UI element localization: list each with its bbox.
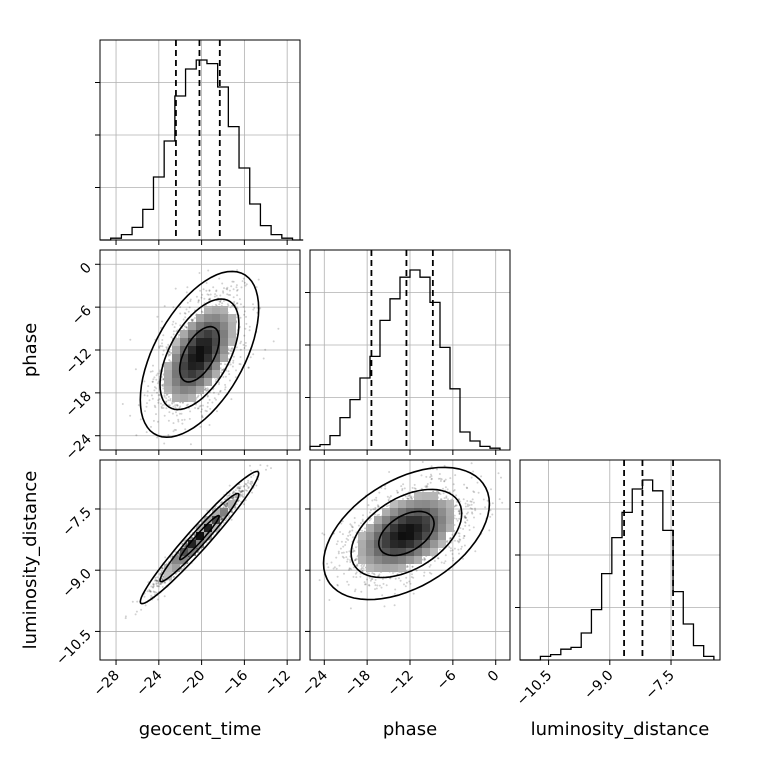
- marginal-panel-geocent_time: [95, 39, 304, 245]
- panel-frame: [99, 39, 301, 241]
- x-tick-label: −20: [176, 668, 208, 700]
- x-tick-label: −6: [434, 667, 460, 693]
- y-tick-label: −7.5: [59, 504, 94, 539]
- x-tick-label: −7.5: [642, 668, 677, 703]
- contour-39%: [178, 514, 221, 561]
- histogram-luminosity_distance: [520, 479, 715, 661]
- x-tick-label: −18: [342, 668, 374, 700]
- contour-86%: [159, 492, 240, 583]
- y-tick-label: −9.0: [59, 566, 94, 601]
- x-tick-label: −24: [299, 667, 331, 699]
- y-tick-label: −24: [63, 431, 95, 463]
- contour-39%: [178, 325, 221, 383]
- y-tick-label: −18: [63, 388, 95, 420]
- panel-frame: [519, 459, 721, 661]
- x-tick-label: −28: [91, 668, 123, 700]
- contour-86%: [350, 488, 463, 579]
- xlabel-phase: phase: [383, 719, 437, 740]
- ylabel-luminosity_distance: luminosity_distance: [20, 471, 41, 650]
- contour-99%: [322, 466, 491, 601]
- contour-39%: [377, 510, 435, 557]
- xlabel-geocent_time: geocent_time: [139, 719, 262, 740]
- x-tick-label: 0: [485, 668, 503, 686]
- panel-frame: [99, 459, 301, 661]
- density-shading: [164, 500, 236, 580]
- x-tick-label: −16: [219, 667, 251, 699]
- y-tick-label: −12: [63, 346, 95, 378]
- x-tick-label: −9.0: [581, 668, 616, 703]
- x-tick-label: −12: [385, 668, 417, 700]
- xlabel-luminosity_distance: luminosity_distance: [531, 719, 710, 740]
- joint-panel-geocent_time-luminosity_distance: −28 −24 −20 −16 −12 −10.5 −9.0 −7.5: [53, 459, 301, 700]
- marginal-panel-luminosity_distance: −10.5 −9.0 −7.5: [514, 459, 721, 710]
- histogram-geocent_time: [100, 59, 304, 241]
- x-tick-label: −10.5: [514, 668, 556, 710]
- contour-99%: [139, 470, 260, 605]
- y-tick-label: 0: [77, 260, 95, 278]
- density-shading: [358, 492, 454, 572]
- contour-86%: [159, 298, 240, 411]
- axis-labels: geocent_time phase luminosity_distancephas…: [20, 323, 709, 740]
- histogram-phase: [309, 269, 501, 450]
- density-shading: [164, 306, 236, 402]
- x-tick-label: −24: [133, 667, 165, 699]
- marginal-panel-phase: [305, 249, 511, 455]
- x-tick-label: −12: [262, 668, 294, 700]
- joint-panel-geocent_time-phase: −24 −18 −12 −6 0: [63, 249, 301, 463]
- contour-99%: [139, 270, 260, 439]
- y-tick-label: −10.5: [53, 627, 95, 669]
- y-tick-label: −6: [69, 303, 95, 329]
- joint-panel-phase-luminosity_distance: −24 −18 −12 −6 0: [299, 459, 511, 700]
- ylabel-phase: phase: [20, 323, 41, 377]
